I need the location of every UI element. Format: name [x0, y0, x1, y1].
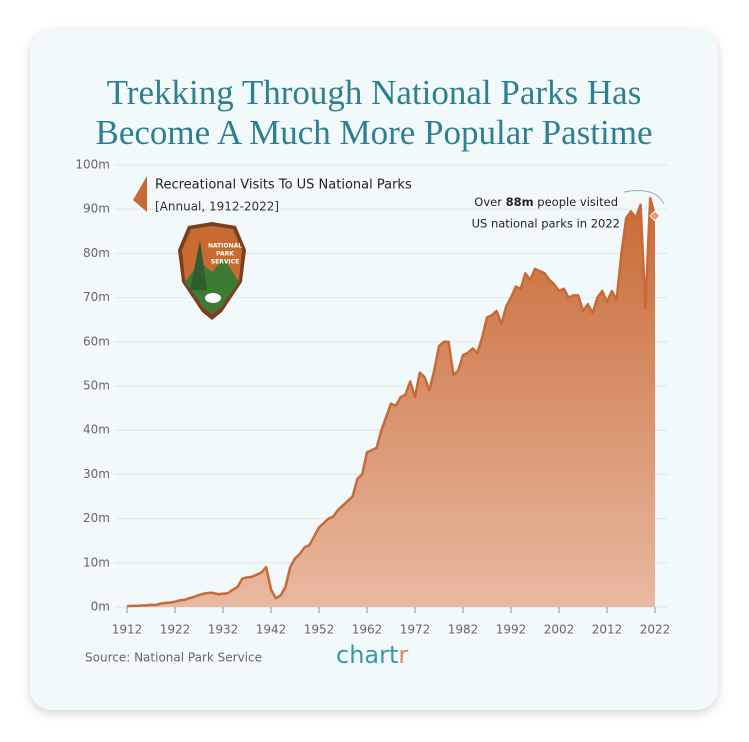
y-tick-label: 80m	[83, 246, 110, 260]
annotation-text: Over	[474, 195, 502, 209]
x-tick-label: 1972	[400, 623, 431, 637]
chart-title: Become A Much More Popular Pastime	[95, 113, 652, 152]
x-tick-label: 1992	[496, 623, 527, 637]
y-tick-label: 60m	[83, 334, 110, 348]
y-tick-label: 70m	[83, 290, 110, 304]
annotation: US national parks in 2022	[472, 217, 620, 231]
x-tick-label: 1912	[112, 623, 143, 637]
line	[126, 196, 657, 608]
badge-text: SERVICE	[211, 259, 239, 266]
y-tick-label: 40m	[83, 423, 110, 437]
x-tick-label: 1962	[352, 623, 383, 637]
logo: chartr	[336, 641, 408, 669]
x-tick-label: 1922	[160, 623, 191, 637]
x-tick-label: 2002	[544, 623, 575, 637]
logo-text: r	[398, 641, 408, 669]
y-tick-label: 50m	[83, 379, 110, 393]
annotation: Over 88m people visited	[474, 195, 618, 209]
annotation-text: people visited	[537, 195, 618, 209]
y-tick-label: 20m	[83, 511, 110, 525]
annotation-arrow	[623, 190, 665, 205]
x-tick-label: 1982	[448, 623, 479, 637]
area	[127, 198, 655, 607]
y-tick-label: 10m	[83, 555, 110, 569]
legend-icon	[133, 176, 147, 212]
legend-label: Recreational Visits To US National Parks	[155, 178, 412, 193]
badge: NATIONAL PARK SERVICE	[178, 222, 246, 320]
x-tick-label: 2022	[640, 623, 671, 637]
y-tick-label: 30m	[83, 467, 110, 481]
end-marker	[649, 210, 661, 222]
chart-title: Trekking Through National Parks Has	[107, 73, 642, 112]
annotation-text: 88m	[506, 195, 534, 209]
y-tick-label: 90m	[83, 202, 110, 216]
logo-text: chart	[336, 641, 398, 669]
y-tick-label: 0m	[91, 600, 110, 614]
x-tick-label: 1952	[304, 623, 335, 637]
badge-text: NATIONAL	[208, 243, 242, 250]
badge-text: PARK	[216, 251, 234, 258]
source: Source: National Park Service	[85, 651, 262, 665]
x-tick-label: 2012	[592, 623, 623, 637]
x-tick-label: 1932	[208, 623, 239, 637]
y-tick-label: 100m	[75, 158, 110, 172]
x-tick-label: 1942	[256, 623, 287, 637]
legend-note: [Annual, 1912-2022]	[155, 200, 279, 214]
